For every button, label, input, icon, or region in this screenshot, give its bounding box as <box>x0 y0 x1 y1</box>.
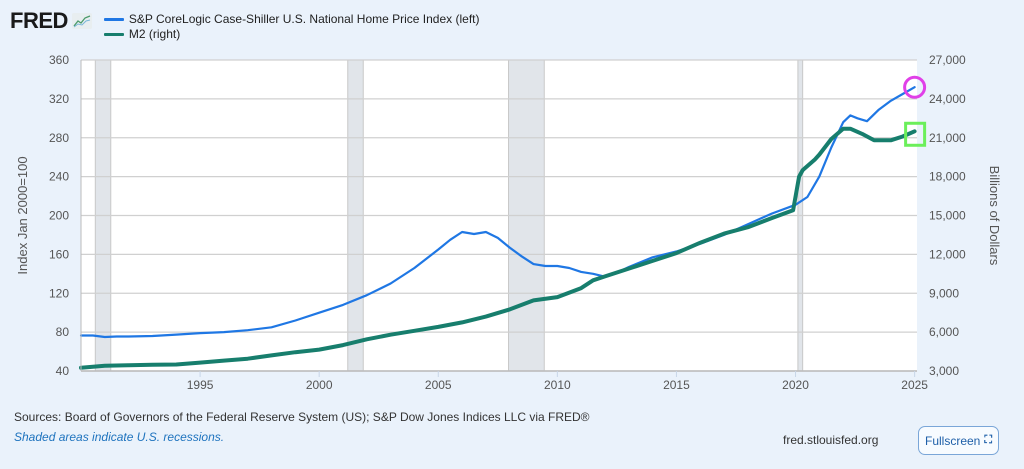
y-tick-label: 200 <box>49 209 69 223</box>
x-tick-label: 1995 <box>187 378 214 392</box>
fullscreen-button[interactable]: Fullscreen ⛶ <box>918 426 1000 455</box>
x-tick-label: 2000 <box>306 378 333 392</box>
chart-legend: S&P CoreLogic Case-Shiller U.S. National… <box>103 12 480 42</box>
y-tick-label: 160 <box>49 247 69 261</box>
y-tick-label: 360 <box>49 53 69 67</box>
highlight-square-annotation <box>904 121 927 147</box>
x-tick-label: 2015 <box>663 378 690 392</box>
legend-label-case-shiller: S&P CoreLogic Case-Shiller U.S. National… <box>128 12 480 26</box>
y2-tick-label: 21,000 <box>929 131 966 145</box>
series-line-m2 <box>79 126 917 370</box>
legend-item-case-shiller[interactable]: S&P CoreLogic Case-Shiller U.S. National… <box>103 12 480 27</box>
y2-tick-label: 12,000 <box>929 247 966 261</box>
series-line-case-shiller <box>79 86 916 339</box>
fullscreen-label: Fullscreen <box>925 433 981 448</box>
fred-url[interactable]: fred.stlouisfed.org <box>783 433 879 447</box>
y-tick-label: 240 <box>49 170 69 184</box>
chart-header: FRED S&P CoreLogic Case-Shiller U.S. Nat… <box>10 8 480 46</box>
y-tick-label: 80 <box>56 325 70 339</box>
legend-item-m2[interactable]: M2 (right) <box>103 27 480 42</box>
x-tick-label: 2020 <box>782 378 809 392</box>
x-tick-label: 2010 <box>544 378 571 392</box>
legend-swatch-m2 <box>103 33 124 36</box>
y-tick-label: 120 <box>49 286 69 300</box>
y2-tick-label: 18,000 <box>929 170 966 184</box>
y2-axis-title: Billions of Dollars <box>987 166 1002 266</box>
y-tick-label: 40 <box>56 364 70 378</box>
x-tick-label: 2005 <box>425 378 452 392</box>
x-tick-label: 2025 <box>901 378 928 392</box>
y-axis-title: Index Jan 2000=100 <box>15 156 30 274</box>
legend-label-m2: M2 (right) <box>128 27 181 41</box>
line-chart-icon <box>71 13 92 29</box>
legend-swatch-case-shiller <box>103 18 124 21</box>
y2-tick-label: 24,000 <box>929 92 966 106</box>
y-tick-label: 320 <box>49 92 69 106</box>
y2-tick-label: 3,000 <box>929 364 959 378</box>
y2-tick-label: 9,000 <box>929 286 959 300</box>
highlight-circle-annotation <box>903 75 927 99</box>
expand-icon: ⛶ <box>984 434 993 446</box>
y2-tick-label: 15,000 <box>929 209 966 223</box>
fred-logo-text: FRED <box>10 8 68 33</box>
y2-tick-label: 27,000 <box>929 53 966 67</box>
recession-note: Shaded areas indicate U.S. recessions. <box>14 430 225 444</box>
fred-logo[interactable]: FRED <box>10 8 92 33</box>
y2-tick-label: 6,000 <box>929 325 959 339</box>
y-tick-label: 280 <box>49 131 69 145</box>
sources-text: Sources: Board of Governors of the Feder… <box>14 410 590 424</box>
